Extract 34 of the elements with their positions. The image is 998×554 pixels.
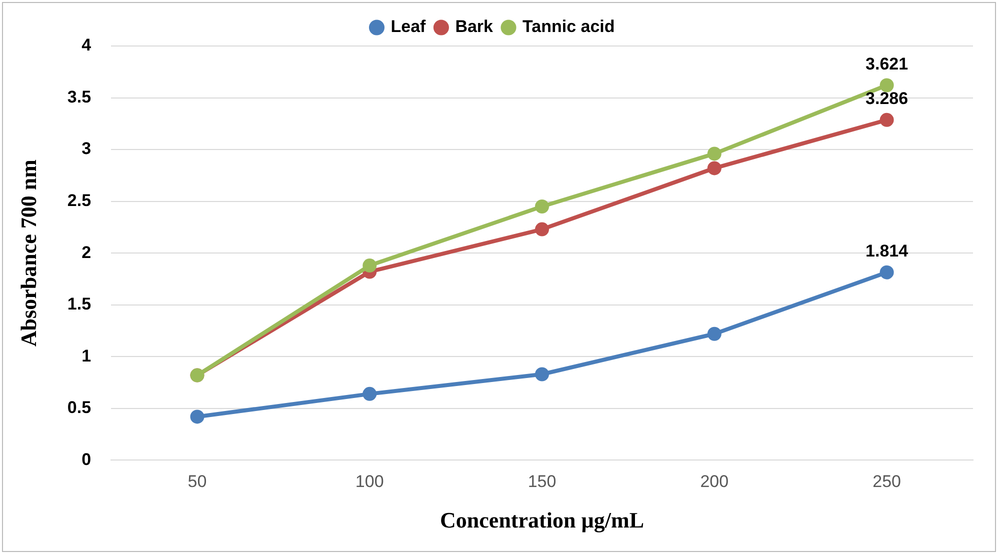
y-axis-title: Absorbance 700 nm	[16, 160, 41, 347]
point	[707, 146, 722, 161]
data-label: 3.286	[866, 89, 908, 108]
point	[362, 258, 377, 273]
legend-label: Leaf	[390, 17, 426, 36]
point	[535, 222, 550, 236]
point	[535, 367, 550, 382]
point	[535, 200, 550, 214]
x-tick-label: 200	[700, 472, 729, 492]
legend-label: Bark	[455, 17, 494, 36]
point	[880, 265, 894, 280]
x-tick-label: 150	[528, 472, 556, 492]
y-tick-label: 2	[82, 242, 92, 262]
point	[190, 410, 204, 424]
legend-label: Tannic acid	[522, 17, 615, 36]
x-axis-title: Concentration µg/mL	[440, 507, 644, 532]
point	[707, 326, 722, 341]
y-tick-label: 0	[82, 450, 92, 469]
y-tick-label: 3.5	[67, 87, 92, 106]
point	[707, 161, 722, 176]
y-tick-label: 0.5	[67, 398, 92, 418]
x-tick-label: 50	[188, 472, 207, 492]
y-tick-label: 3	[82, 139, 92, 158]
x-tick-label: 100	[355, 472, 384, 492]
point	[880, 78, 894, 92]
y-tick-label: 4	[82, 36, 92, 55]
y-tick-label: 1	[82, 346, 92, 366]
data-label: 3.621	[866, 54, 908, 74]
x-tick-label: 250	[872, 472, 901, 492]
data-label: 1.814	[866, 242, 909, 261]
y-tick-label: 1.5	[67, 294, 92, 314]
point	[362, 386, 377, 401]
y-tick-label: 2.5	[67, 191, 92, 210]
point	[880, 112, 894, 127]
